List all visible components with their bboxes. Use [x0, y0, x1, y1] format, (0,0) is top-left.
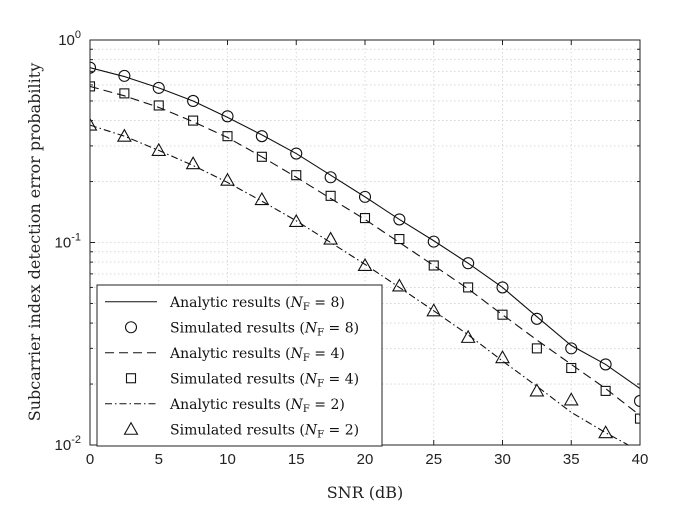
data-point-circle: [530, 312, 543, 325]
legend-marker-circle: [124, 321, 138, 334]
data-point-triangle: [116, 128, 132, 142]
x-tick-label: 5: [155, 451, 163, 468]
data-point-triangle: [460, 329, 476, 343]
data-point-circle: [496, 281, 509, 294]
x-tick-label: 0: [86, 451, 94, 468]
data-point-square: [256, 151, 267, 162]
data-point-circle: [462, 257, 475, 270]
data-point-square: [188, 115, 199, 126]
data-point-triangle: [151, 142, 167, 156]
legend-label: Simulated results (NF = 4): [170, 371, 359, 389]
data-point-triangle: [357, 257, 373, 272]
series-layer: [90, 61, 640, 445]
y-tick-label: 10-1: [55, 232, 81, 252]
data-point-circle: [599, 358, 612, 371]
data-point-square: [153, 100, 164, 111]
legend-label: Simulated results (NF = 8): [170, 320, 359, 338]
data-point-circle: [427, 235, 440, 248]
data-point-square: [222, 131, 233, 142]
x-tick-label: 40: [632, 451, 649, 468]
legend-item: Simulated results (NF = 2): [123, 421, 359, 440]
data-point-circle: [221, 110, 234, 123]
legend-label: Analytic results (NF = 4): [169, 346, 345, 364]
data-point-triangle: [426, 303, 442, 317]
data-point-circle: [152, 81, 165, 94]
legend-item: Simulated results (NF = 4): [125, 371, 359, 389]
data-point-circle: [255, 130, 268, 143]
data-point-square: [394, 234, 405, 245]
x-tick-label: 15: [288, 451, 305, 468]
tick-labels: 0 5 10 15 20 25 30 35 40 10-2 10-1 100: [55, 29, 649, 468]
data-point-triangle: [254, 191, 270, 206]
data-point-square: [634, 413, 640, 424]
series-line: [90, 67, 640, 390]
x-axis-label: SNR (dB): [327, 483, 404, 502]
series-5: [90, 117, 614, 439]
data-point-triangle: [529, 383, 545, 397]
series-4: [90, 124, 630, 445]
data-point-circle: [393, 213, 406, 226]
data-point-triangle: [391, 278, 407, 292]
data-point-circle: [358, 190, 372, 203]
legend: Analytic results (NF = 8) Simulated resul…: [96, 284, 383, 447]
data-point-circle: [290, 147, 303, 160]
y-tick-label: 10-2: [55, 434, 81, 454]
data-point-circle: [324, 171, 337, 184]
x-tick-label: 20: [357, 451, 374, 468]
data-point-circle: [187, 94, 200, 108]
data-point-square: [531, 343, 542, 354]
data-point-circle: [90, 61, 97, 74]
data-point-square: [428, 260, 439, 271]
data-point-triangle: [288, 213, 304, 228]
data-point-square: [600, 385, 611, 396]
data-point-triangle: [598, 425, 614, 439]
data-point-triangle: [220, 172, 235, 186]
data-point-square: [359, 213, 371, 224]
legend-label: Simulated results (NF = 2): [170, 422, 359, 440]
data-point-circle: [633, 394, 640, 408]
ticks: [89, 40, 641, 446]
legend-item: Analytic results (NF = 4): [105, 346, 345, 364]
data-point-circle: [118, 69, 131, 82]
data-point-circle: [565, 342, 578, 355]
data-point-square: [566, 362, 577, 374]
x-tick-label: 25: [425, 451, 442, 468]
series-3: [90, 81, 640, 424]
legend-box: [96, 284, 383, 447]
data-point-triangle: [185, 156, 201, 170]
legend-marker-triangle: [123, 421, 139, 435]
x-tick-label: 30: [494, 451, 511, 468]
series-line: [90, 124, 630, 445]
series-0: [90, 67, 640, 390]
legend-label: Analytic results (NF = 2): [169, 397, 345, 415]
series-1: [90, 61, 640, 408]
y-axis-label: Subcarrier index detection error probabi…: [25, 63, 44, 422]
data-point-square: [119, 88, 130, 99]
legend-item: Simulated results (NF = 8): [124, 320, 359, 338]
legend-label: Analytic results (NF = 8): [169, 295, 345, 313]
data-point-square: [497, 309, 508, 320]
data-point-triangle: [90, 117, 98, 131]
data-point-square: [325, 190, 336, 201]
legend-item: Analytic results (NF = 2): [105, 397, 345, 415]
y-tick-label: 100: [58, 29, 81, 49]
data-point-triangle: [495, 350, 510, 364]
data-point-triangle: [563, 392, 579, 406]
data-point-square: [291, 170, 302, 181]
x-tick-label: 35: [563, 451, 580, 468]
legend-item: Analytic results (NF = 8): [105, 295, 345, 313]
data-point-square: [463, 282, 474, 293]
x-tick-label: 10: [219, 451, 236, 468]
data-point-square: [90, 81, 96, 92]
legend-marker-square: [125, 373, 137, 384]
data-point-triangle: [323, 231, 339, 245]
